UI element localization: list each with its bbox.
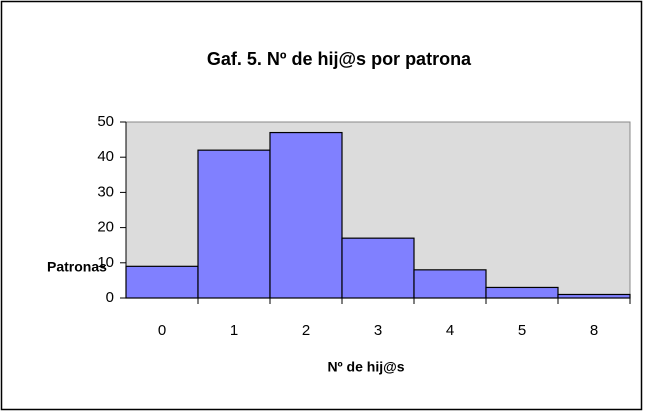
x-tick-label: 3 [374,322,382,339]
chart-title: Gaf. 5. Nº de hij@s por patrona [207,49,472,69]
y-tick-label: 30 [97,183,114,200]
y-tick-label: 20 [97,219,114,236]
y-tick-label: 40 [97,148,114,165]
bar [413,269,487,299]
y-axis-label: Patronas [47,259,107,275]
x-tick-label: 2 [302,322,310,339]
x-axis-label: Nº de hij@s [327,359,404,375]
x-tick-label: 4 [446,322,454,339]
y-tick-label: 0 [106,289,114,306]
y-tick-label: 10 [97,254,114,271]
bar [269,131,343,299]
bar [557,293,631,299]
y-tick-label: 50 [97,113,114,130]
bar [197,149,271,299]
bar [125,265,199,299]
x-tick-label: 1 [230,322,238,339]
bar [485,286,559,299]
x-tick-label: 5 [518,322,526,339]
x-tick-label: 8 [590,322,598,339]
bar [341,237,415,299]
x-tick-label: 0 [158,322,166,339]
